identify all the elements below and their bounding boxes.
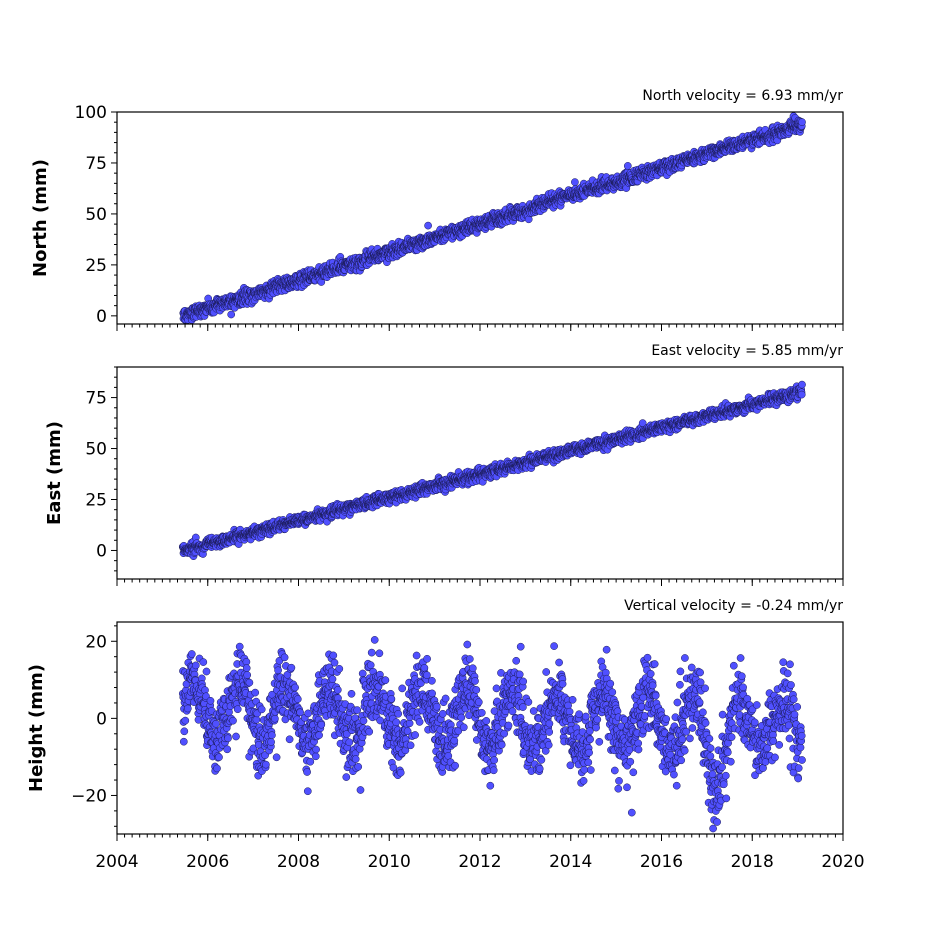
east-y-tick-label: 25: [85, 491, 107, 511]
height-data-point: [274, 666, 282, 675]
height-data-points: [178, 636, 806, 833]
east-y-tick-label: 0: [96, 541, 107, 561]
north-y-tick-label: 75: [85, 154, 107, 174]
east-x-ticks: [116, 579, 844, 586]
east-panel: East velocity = 5.85 mm/yr East (mm) 0 25…: [44, 343, 844, 586]
height-data-point: [215, 753, 223, 762]
north-y-tick-label: 0: [96, 307, 107, 327]
north-data-point: [798, 118, 806, 126]
east-data-points: [178, 380, 806, 561]
height-panel: Vertical velocity = -0.24 mm/yr Height (…: [26, 598, 844, 841]
north-y-tick-label: 100: [75, 103, 107, 123]
height-data-point: [187, 650, 196, 658]
height-data-point: [213, 764, 221, 773]
height-data-point: [179, 737, 188, 746]
north-panel: North velocity = 6.93 mm/yr North (mm) 0…: [30, 88, 844, 331]
height-data-point: [233, 705, 242, 714]
east-data-point: [797, 390, 806, 399]
north-y-axis-label: North (mm): [30, 159, 51, 277]
east-y-tick-label: 75: [85, 389, 107, 409]
height-data-point: [232, 732, 240, 741]
height-data-point: [229, 716, 237, 725]
north-x-ticks: [116, 324, 844, 331]
north-y-ticks: 0 25 50 75 100: [75, 103, 117, 327]
east-data-point: [798, 380, 806, 389]
height-panel-title: Vertical velocity = -0.24 mm/yr: [624, 598, 843, 614]
height-data-point: [251, 688, 260, 697]
height-data-point: [212, 719, 220, 728]
height-data-point: [181, 716, 190, 725]
height-data-point: [191, 661, 200, 670]
height-data-point: [257, 705, 266, 714]
height-data-point: [272, 753, 281, 762]
east-y-ticks: 0 25 50 75: [85, 366, 117, 572]
height-data-point: [206, 696, 215, 705]
height-data-point: [271, 714, 279, 723]
height-data-point: [262, 760, 270, 769]
height-data-point: [202, 667, 211, 676]
east-y-axis-label: East (mm): [44, 421, 65, 525]
height-data-point: [245, 678, 254, 687]
height-data-point: [180, 727, 189, 736]
north-y-tick-label: 25: [85, 256, 107, 276]
height-data-point: [199, 658, 208, 666]
height-data-point: [267, 738, 275, 746]
north-data-point: [571, 178, 579, 186]
height-y-axis-label: Height (mm): [26, 664, 47, 792]
north-data-point: [227, 310, 236, 319]
east-panel-title: East velocity = 5.85 mm/yr: [651, 343, 843, 359]
north-data-points: [179, 112, 806, 324]
height-data-point: [235, 642, 244, 651]
height-data-point: [242, 664, 251, 672]
height-data-point: [243, 671, 252, 679]
east-y-tick-label: 50: [85, 440, 107, 460]
height-data-point: [224, 734, 232, 743]
height-data-point: [183, 704, 192, 713]
north-y-tick-label: 50: [85, 205, 107, 225]
north-panel-title: North velocity = 6.93 mm/yr: [642, 88, 843, 104]
height-data-point: [223, 745, 232, 754]
north-data-point: [623, 162, 632, 170]
height-data-point: [268, 731, 276, 740]
north-data-point: [424, 221, 432, 230]
height-data-point: [252, 715, 261, 724]
